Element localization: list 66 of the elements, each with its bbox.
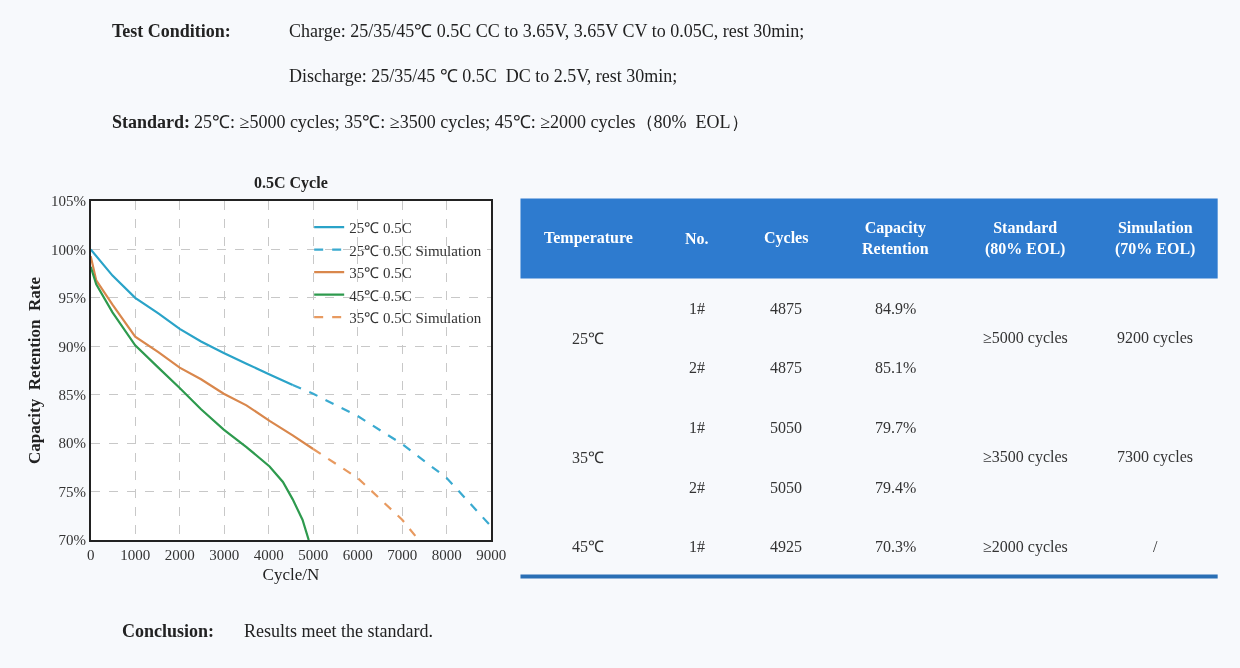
text: 1# xyxy=(689,538,705,555)
text: 79.7% xyxy=(875,419,917,436)
text: 4875 xyxy=(770,359,802,376)
x-tick-label: 3000 xyxy=(209,546,240,563)
legend-label: 35℃ 0.5C xyxy=(349,265,412,281)
text: Standard: xyxy=(112,112,191,132)
y-tick-label: 75% xyxy=(58,483,86,500)
category-label: Simulation (70% EOL) xyxy=(1115,219,1196,258)
x-tick-label: 7000 xyxy=(387,546,418,563)
category-label: Temperature xyxy=(544,229,633,247)
text: 25℃ xyxy=(572,330,604,347)
text: 4925 xyxy=(770,538,802,555)
y-tick-label: 100% xyxy=(50,241,86,258)
text: 4875 xyxy=(770,300,802,317)
category-label: Cycles xyxy=(764,229,809,247)
text: Test Condition: xyxy=(112,21,231,41)
y-tick-label: 105% xyxy=(50,193,86,210)
text: 2# xyxy=(689,359,705,376)
text: 5050 xyxy=(770,419,802,436)
category-label: Capacity Retention xyxy=(862,219,929,257)
text: 35℃ xyxy=(572,449,604,466)
x-tick-label: 4000 xyxy=(253,546,284,563)
text: 25℃: ≥5000 cycles; 35℃: ≥3500 cycles; 45℃: ≥2000 cycles（80% EOL） xyxy=(194,112,749,132)
text: ≥5000 cycles xyxy=(983,329,1068,346)
x-tick-label: 1000 xyxy=(120,546,151,563)
text: 2# xyxy=(689,479,705,496)
x-tick-label: 6000 xyxy=(342,546,373,563)
text: 70.3% xyxy=(875,538,917,555)
x-tick-label: 2000 xyxy=(164,546,195,563)
x-tick-label: 0 xyxy=(86,546,95,563)
text: Results meet the standard. xyxy=(244,621,433,641)
x-tick-label: 8000 xyxy=(431,546,462,563)
y-tick-label: 90% xyxy=(58,338,86,355)
line-series xyxy=(90,265,310,541)
x-tick-label: 9000 xyxy=(476,546,507,563)
x-axis-title: Cycle/N xyxy=(262,564,320,584)
text: Discharge: 25/35/45 ℃ 0.5C DC to 2.5V, rest 30min; xyxy=(289,66,678,86)
text: 45℃ xyxy=(572,538,604,555)
text: 9200 cycles xyxy=(1117,329,1193,346)
text: 1# xyxy=(689,300,705,317)
text: ≥3500 cycles xyxy=(983,448,1068,465)
line-series xyxy=(90,255,315,451)
text: 84.9% xyxy=(875,300,917,317)
x-tick-label: 5000 xyxy=(298,546,329,563)
y-axis-title: Capacity Retention Rate xyxy=(24,276,44,464)
text: 79.4% xyxy=(875,479,917,496)
y-tick-label: 80% xyxy=(58,435,86,452)
legend-label: 25℃ 0.5C xyxy=(349,220,412,236)
y-tick-label: 95% xyxy=(58,290,86,307)
line-series xyxy=(90,248,294,387)
text: 7300 cycles xyxy=(1117,448,1193,465)
text: 85.1% xyxy=(875,359,917,376)
text: / xyxy=(1153,538,1158,555)
text: 5050 xyxy=(770,479,802,496)
legend-label: 25℃ 0.5C Simulation xyxy=(349,242,482,259)
y-tick-label: 70% xyxy=(58,532,86,549)
text: ≥2000 cycles xyxy=(983,538,1068,555)
legend-label: 45℃ 0.5C xyxy=(349,287,412,304)
y-tick-label: 85% xyxy=(58,386,86,403)
text: 1# xyxy=(689,419,705,436)
category-label: Standard (80% EOL) xyxy=(985,219,1066,258)
chart-title: 0.5C Cycle xyxy=(254,174,328,192)
text: Conclusion: xyxy=(122,621,215,641)
text: Charge: 25/35/45℃ 0.5C CC to 3.65V, 3.65V CV to 0.05C, rest 30min; xyxy=(289,21,805,41)
category-label: No. xyxy=(685,230,709,247)
legend-label: 35℃ 0.5C Simulation xyxy=(349,310,482,326)
